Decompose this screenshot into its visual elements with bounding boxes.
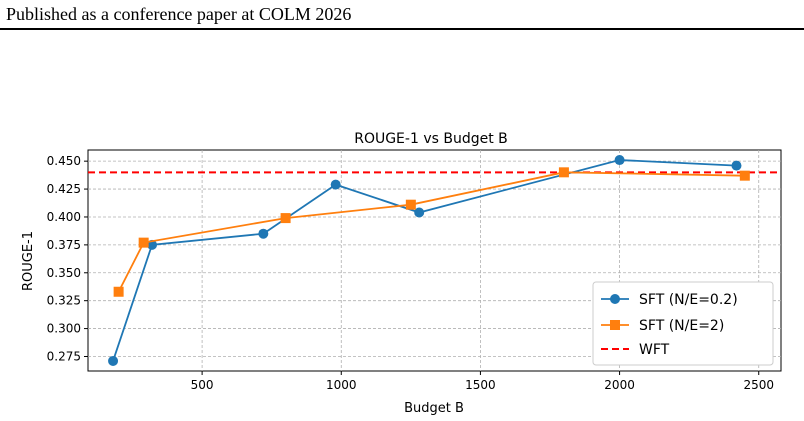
grid [88,150,781,371]
x-tick-label: 2500 [743,378,774,392]
data-point [108,355,119,366]
legend-label: WFT [639,342,670,358]
x-tick-label: 2000 [604,378,635,392]
y-tick-label: 0.275 [47,349,81,363]
legend-entry-wft: WFT [601,342,670,358]
legend-marker [610,320,620,330]
data-point [414,207,425,218]
plot-frame [87,149,782,372]
data-point [739,170,750,181]
x-tick-label: 500 [191,378,214,392]
y-ticks: 0.275 0.300 0.325 0.350 0.375 0.400 0.425 0.450 [47,154,88,363]
data-point [258,228,269,239]
y-axis-label: ROUGE-1 [21,231,36,291]
data-point [280,213,291,224]
data-point [731,160,742,171]
series-group [108,155,750,366]
series-line-1 [117,171,745,293]
y-tick-label: 0.300 [47,322,81,336]
y-tick-label: 0.350 [47,266,81,280]
legend-entry-0: SFT (N/E=0.2) [601,292,738,308]
x-axis-label: Budget B [404,401,464,416]
chart-title: ROUGE-1 vs Budget B [354,131,508,147]
data-point [138,237,149,248]
legend-label: SFT (N/E=2) [639,318,724,334]
y-tick-label: 0.325 [47,294,81,308]
data-point [113,286,124,297]
x-tick-label: 1000 [326,378,357,392]
legend-marker [610,294,620,304]
data-point [614,155,625,166]
legend-entry-1: SFT (N/E=2) [601,318,724,334]
legend-label: SFT (N/E=0.2) [639,292,738,308]
data-point [330,179,341,190]
y-tick-label: 0.450 [47,154,81,168]
data-point [558,167,569,178]
y-tick-label: 0.400 [47,210,81,224]
x-ticks: 500 1000 1500 2000 2500 [191,371,774,392]
y-tick-label: 0.375 [47,238,81,252]
page-header: Published as a conference paper at COLM … [6,4,352,24]
x-tick-label: 1500 [465,378,496,392]
data-point [405,199,416,210]
legend-box [592,281,774,366]
header-rule [0,28,804,30]
y-tick-label: 0.425 [47,182,81,196]
legend: SFT (N/E=0.2) SFT (N/E=2) WFT [592,281,774,366]
